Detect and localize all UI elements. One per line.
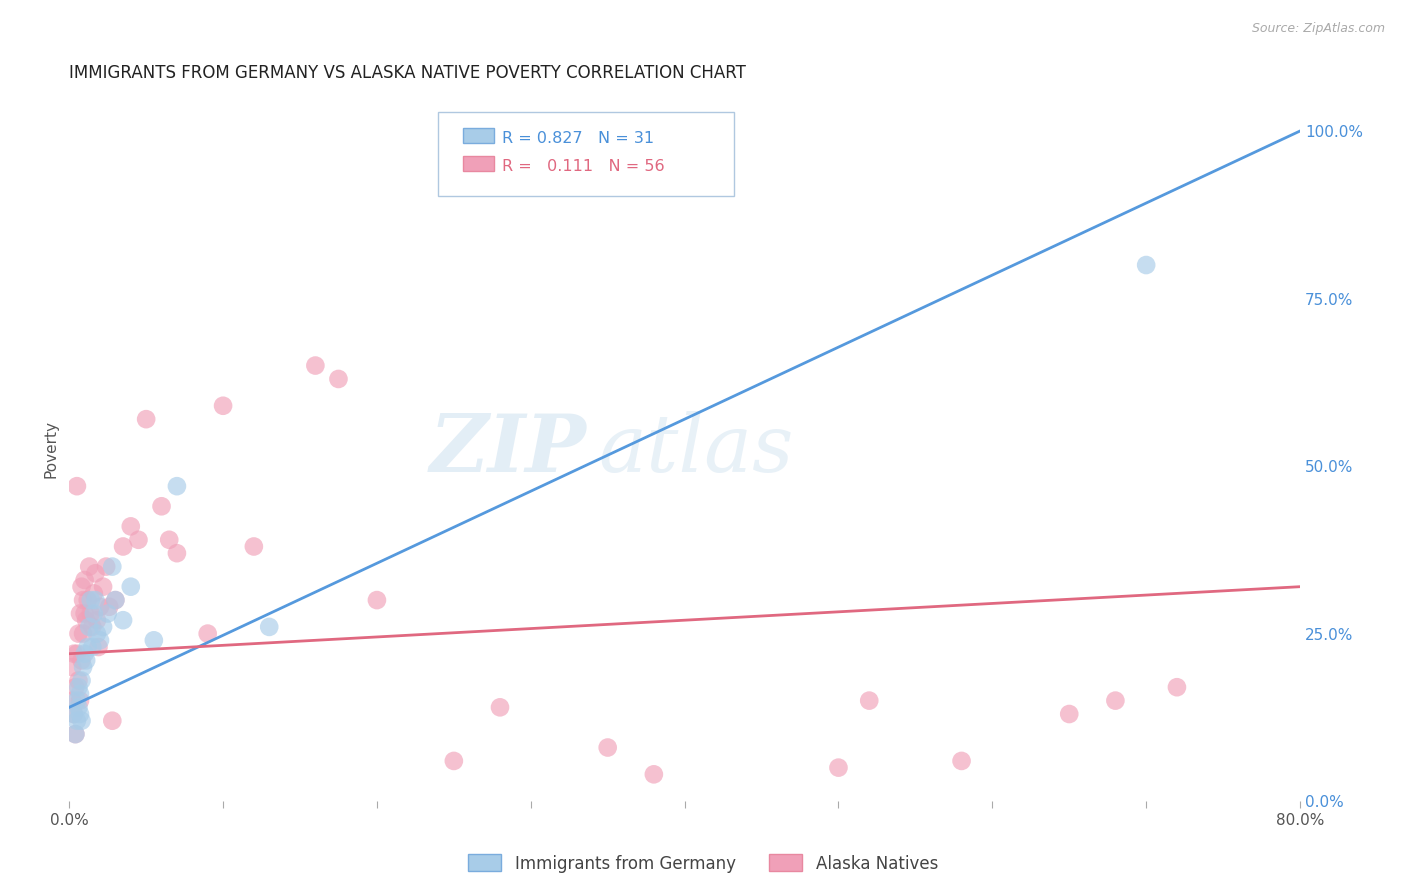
Point: [70, 714, 93, 728]
Point: [73, 573, 96, 587]
Point: [60, 693, 83, 707]
Point: [73, 647, 96, 661]
Point: [72, 626, 94, 640]
Point: [1104, 693, 1126, 707]
Point: [83, 607, 105, 621]
Point: [66, 647, 89, 661]
Point: [66, 479, 89, 493]
Point: [72, 593, 94, 607]
Point: [827, 761, 849, 775]
Point: [858, 693, 880, 707]
Point: [89, 599, 111, 614]
Point: [67, 700, 90, 714]
Point: [69, 706, 91, 721]
Point: [328, 372, 350, 386]
Point: [65, 680, 87, 694]
Point: [77, 620, 100, 634]
Point: [60, 660, 83, 674]
Point: [70, 653, 93, 667]
Point: [643, 767, 665, 781]
Point: [443, 754, 465, 768]
Point: [82, 620, 104, 634]
Point: [257, 620, 280, 634]
Point: [66, 714, 89, 728]
Point: [69, 693, 91, 707]
Point: [127, 533, 149, 547]
Point: [135, 412, 157, 426]
Point: [104, 593, 127, 607]
Point: [104, 593, 127, 607]
Point: [243, 540, 266, 554]
Point: [83, 586, 105, 600]
Point: [596, 740, 619, 755]
Y-axis label: Poverty: Poverty: [44, 420, 58, 478]
Point: [212, 399, 235, 413]
Point: [950, 754, 973, 768]
FancyBboxPatch shape: [463, 156, 494, 171]
Point: [84, 593, 107, 607]
Point: [120, 580, 142, 594]
Point: [76, 640, 98, 654]
Point: [120, 519, 142, 533]
Point: [1166, 680, 1188, 694]
Point: [63, 647, 86, 661]
Point: [304, 359, 326, 373]
Point: [1057, 706, 1080, 721]
Point: [166, 546, 188, 560]
Point: [67, 673, 90, 688]
Point: [75, 653, 97, 667]
Point: [86, 626, 108, 640]
Point: [76, 593, 98, 607]
Point: [91, 580, 114, 594]
Point: [66, 693, 89, 707]
Point: [112, 540, 135, 554]
Point: [84, 566, 107, 581]
Legend: Immigrants from Germany, Alaska Natives: Immigrants from Germany, Alaska Natives: [461, 847, 945, 880]
Point: [1135, 258, 1157, 272]
Point: [97, 607, 120, 621]
Text: IMMIGRANTS FROM GERMANY VS ALASKA NATIVE POVERTY CORRELATION CHART: IMMIGRANTS FROM GERMANY VS ALASKA NATIVE…: [69, 64, 747, 82]
Point: [63, 706, 86, 721]
Point: [65, 727, 87, 741]
Point: [63, 706, 86, 721]
Point: [89, 633, 111, 648]
Point: [157, 533, 180, 547]
Text: ZIP: ZIP: [429, 410, 586, 488]
Point: [96, 559, 118, 574]
Point: [73, 607, 96, 621]
Point: [86, 613, 108, 627]
Point: [91, 620, 114, 634]
Point: [87, 640, 110, 654]
Point: [77, 559, 100, 574]
Point: [69, 687, 91, 701]
Point: [75, 613, 97, 627]
Point: [101, 559, 124, 574]
Point: [142, 633, 165, 648]
Point: [489, 700, 512, 714]
Point: [98, 599, 121, 614]
Point: [166, 479, 188, 493]
Point: [72, 660, 94, 674]
FancyBboxPatch shape: [463, 128, 494, 144]
Point: [112, 613, 135, 627]
FancyBboxPatch shape: [439, 112, 734, 196]
Text: R = 0.827   N = 31: R = 0.827 N = 31: [502, 131, 655, 146]
Point: [69, 607, 91, 621]
Point: [67, 626, 90, 640]
Point: [70, 580, 93, 594]
Point: [80, 593, 103, 607]
Text: R =   0.111   N = 56: R = 0.111 N = 56: [502, 159, 665, 174]
Point: [65, 727, 87, 741]
Point: [80, 607, 103, 621]
Point: [82, 640, 104, 654]
Text: atlas: atlas: [599, 410, 794, 488]
Point: [101, 714, 124, 728]
Point: [366, 593, 388, 607]
Point: [70, 673, 93, 688]
Point: [150, 500, 173, 514]
Point: [67, 680, 90, 694]
Text: Source: ZipAtlas.com: Source: ZipAtlas.com: [1251, 22, 1385, 36]
Point: [197, 626, 219, 640]
